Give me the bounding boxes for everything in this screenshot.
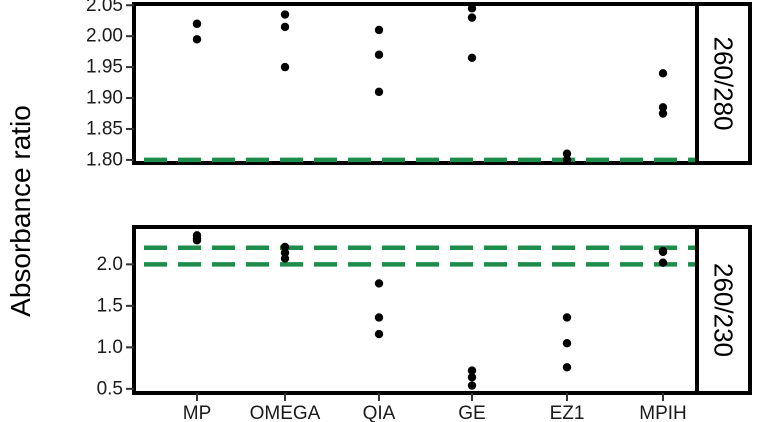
data-point-qia — [374, 87, 384, 97]
data-point-mpih — [658, 103, 668, 112]
data-point-qia — [374, 313, 384, 322]
y-tick-label: 1.90 — [86, 88, 123, 109]
data-point-omega — [280, 10, 290, 19]
data-point-mpih — [658, 247, 668, 257]
x-category-label: QIA — [363, 403, 396, 422]
data-point-mp — [192, 19, 202, 28]
data-point-ez1 — [562, 363, 572, 372]
data-point-mpih — [658, 258, 668, 267]
x-category-label: MPIH — [639, 403, 687, 422]
y-tick-label: 2.0 — [97, 254, 123, 275]
y-tick-label: 1.5 — [97, 295, 123, 316]
data-point-mpih — [658, 109, 668, 118]
data-point-ez1 — [562, 149, 572, 158]
data-point-omega — [280, 248, 290, 257]
panel-frame — [132, 225, 699, 395]
y-tick-label: 1.85 — [86, 118, 123, 139]
y-tick-label: 1.95 — [86, 57, 123, 78]
data-point-ge — [467, 4, 477, 13]
data-point-ge — [467, 373, 477, 382]
data-point-qia — [374, 50, 384, 59]
y-tick-label: 0.5 — [97, 378, 123, 399]
strip-label: 260/230 — [709, 263, 739, 357]
data-point-omega — [280, 242, 290, 252]
y-tick-label: 1.80 — [86, 149, 123, 170]
data-point-qia — [374, 279, 384, 288]
y-axis-label: Absorbance ratio — [5, 105, 36, 317]
data-point-qia — [374, 25, 384, 35]
data-point-ez1 — [562, 339, 572, 348]
x-category-label: MP — [183, 403, 212, 422]
data-point-mp — [192, 35, 202, 44]
y-tick-label: 1.0 — [97, 337, 123, 358]
x-category-label: OMEGA — [250, 403, 321, 422]
data-point-mp — [192, 236, 202, 245]
y-tick-label: 2.00 — [86, 26, 123, 47]
data-point-ge — [467, 53, 477, 63]
data-point-qia — [374, 329, 384, 339]
data-point-omega — [280, 62, 290, 72]
x-category-label: EZ1 — [550, 403, 585, 422]
strip-box — [695, 225, 752, 395]
data-point-ge — [467, 366, 477, 375]
data-point-ge — [467, 381, 477, 390]
data-point-omega — [280, 254, 290, 263]
panel-frame — [132, 2, 699, 165]
panel-1: 260/280 1.80 1.85 1.90 1.95 2.00 2.05 — [86, 0, 752, 170]
data-point-ez1 — [562, 313, 572, 322]
y-tick-label: 2.05 — [86, 0, 123, 16]
strip-label: 260/280 — [709, 37, 739, 131]
x-category-label: GE — [458, 403, 485, 422]
data-point-ge — [467, 13, 477, 22]
data-point-omega — [280, 22, 290, 32]
strip-box — [695, 2, 752, 165]
data-point-mpih — [658, 69, 668, 78]
data-point-ez1 — [562, 155, 572, 165]
panel-2: 260/230 0.5 1.0 1.5 2.0 — [97, 225, 752, 399]
